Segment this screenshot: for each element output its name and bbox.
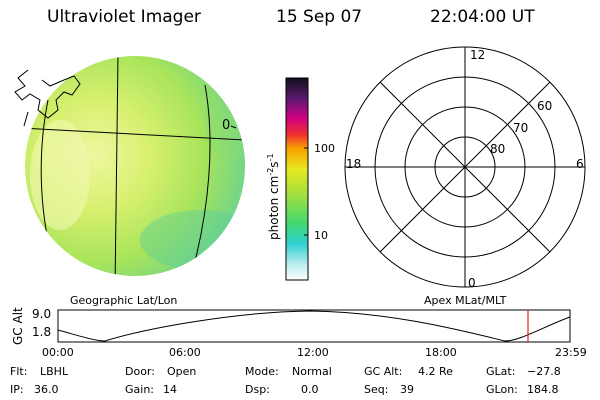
timeline-xtick-0600: 06:00 (169, 346, 201, 359)
status-seq-key: Seq: (364, 383, 389, 396)
status-gain-value: 14 (163, 383, 177, 396)
mlt-label-6: 6 (576, 157, 584, 171)
status-door-value: Open (167, 365, 197, 378)
status-glon-key: GLon: (486, 383, 518, 396)
timeline-ytick-1-8: 1.8 (32, 325, 51, 339)
status-dsp-key: Dsp: (245, 383, 270, 396)
altitude-timeline (57, 309, 571, 343)
status-gcalt-key: GC Alt: (364, 365, 403, 378)
mlat-label-60: 60 (537, 99, 552, 113)
colorbar-tick-100: 100 (314, 142, 335, 155)
svg-text:GC Alt: GC Alt (11, 307, 25, 345)
geo-panel-title: Geographic Lat/Lon (70, 294, 178, 307)
mlt-label-0: 0 (468, 276, 476, 290)
timeline-ylabel: GC Alt (11, 307, 25, 345)
timeline-ytick-9: 9.0 (32, 307, 51, 321)
polar-panel-title: Apex MLat/MLT (424, 294, 507, 307)
mlat-label-80: 80 (490, 142, 505, 156)
mlt-label-18: 18 (346, 157, 361, 171)
timeline-xtick-0000: 00:00 (42, 346, 74, 359)
status-gcalt-value: 4.2 Re (418, 365, 453, 378)
status-mode-key: Mode: (245, 365, 279, 378)
timeline-xtick-1200: 12:00 (297, 346, 329, 359)
status-door-key: Door: (125, 365, 155, 378)
color-bar (285, 77, 309, 281)
timeline-xtick-2359: 23:59 (555, 346, 587, 359)
status-ip-value: 36.0 (34, 383, 59, 396)
mlat-label-70: 70 (513, 121, 528, 135)
date-label: 15 Sep 07 (276, 7, 363, 27)
status-flt-key: Flt: (10, 365, 28, 378)
time-label: 22:04:00 UT (430, 7, 535, 27)
status-flt-value: LBHL (40, 365, 69, 378)
polar-plot (344, 46, 586, 288)
status-seq-value: 39 (400, 383, 414, 396)
status-glat-key: GLat: (486, 365, 516, 378)
timeline-xtick-1800: 18:00 (425, 346, 457, 359)
status-gain-key: Gain: (125, 383, 154, 396)
status-ip-key: IP: (10, 383, 24, 396)
status-mode-value: Normal (292, 365, 332, 378)
colorbar-tick-10: 10 (314, 229, 328, 242)
status-glat-value: −27.8 (527, 365, 561, 378)
svg-text:photon cm-2s-1: photon cm-2s-1 (266, 153, 281, 240)
status-glon-value: 184.8 (527, 383, 559, 396)
colorbar-unit-label: photon cm-2s-1 (266, 153, 281, 240)
geo-grid-label: 0 (222, 118, 230, 133)
status-dsp-value: 0.0 (301, 383, 319, 396)
uv-earth-image (14, 56, 245, 276)
instrument-title: Ultraviolet Imager (47, 7, 201, 27)
mlt-label-12: 12 (470, 48, 485, 62)
